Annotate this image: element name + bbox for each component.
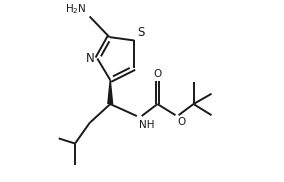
Text: N: N [85, 52, 94, 65]
Text: S: S [137, 26, 145, 39]
Polygon shape [107, 80, 113, 104]
Text: O: O [153, 69, 162, 79]
Text: H$_2$N: H$_2$N [66, 2, 87, 16]
Text: O: O [177, 116, 185, 126]
Text: NH: NH [139, 120, 154, 130]
